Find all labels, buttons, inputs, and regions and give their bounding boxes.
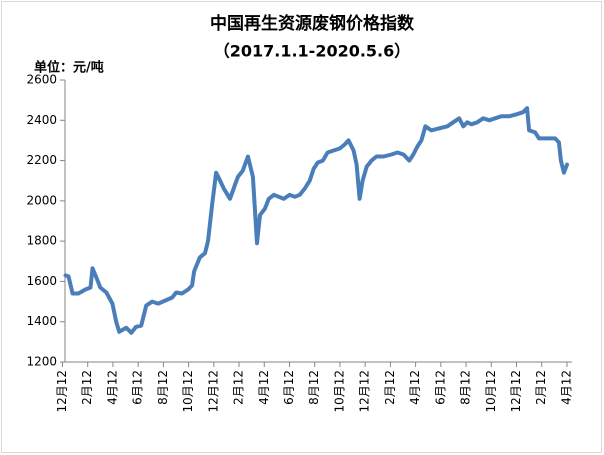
chart-subtitle: （2017.1.1-2020.5.6） — [214, 42, 411, 61]
x-tick-label: 12月12 — [55, 370, 69, 413]
x-tick-label: 10月12 — [181, 370, 195, 413]
x-tick-label: 12月12 — [206, 370, 220, 413]
y-axis-label: 单位：元/吨 — [34, 60, 104, 76]
chart-title: 中国再生资源废钢价格指数 — [210, 13, 415, 34]
x-tick-label: 8月12 — [459, 370, 473, 405]
x-tick-label: 4月12 — [257, 370, 271, 405]
x-tick-label: 4月12 — [408, 370, 422, 405]
y-tick-label: 2200 — [26, 153, 57, 167]
x-tick-label: 6月12 — [433, 370, 447, 405]
y-tick-label: 1400 — [26, 314, 57, 328]
x-tick-label: 2月12 — [383, 370, 397, 405]
x-tick-label: 6月12 — [131, 370, 145, 405]
x-tick-label: 2月12 — [232, 370, 246, 405]
y-tick-label: 2000 — [26, 193, 57, 207]
x-tick-label: 4月12 — [105, 370, 119, 405]
x-tick-label: 12月12 — [358, 370, 372, 413]
x-tick-label: 8月12 — [307, 370, 321, 405]
y-tick-label: 1600 — [26, 274, 57, 288]
y-tick-label: 2400 — [26, 113, 57, 127]
x-tick-label: 2月12 — [534, 370, 548, 405]
x-tick-label: 8月12 — [156, 370, 170, 405]
x-tick-label: 2月12 — [80, 370, 94, 405]
x-tick-label: 4月12 — [559, 370, 573, 405]
y-tick-label: 1800 — [26, 234, 57, 248]
x-tick-label: 10月12 — [332, 370, 346, 413]
x-tick-label: 6月12 — [282, 370, 296, 405]
series-line — [63, 106, 569, 335]
y-tick-label: 2600 — [26, 73, 57, 87]
x-tick-label: 12月12 — [509, 370, 523, 413]
x-tick-label: 10月12 — [484, 370, 498, 413]
y-tick-label: 1200 — [26, 355, 57, 369]
